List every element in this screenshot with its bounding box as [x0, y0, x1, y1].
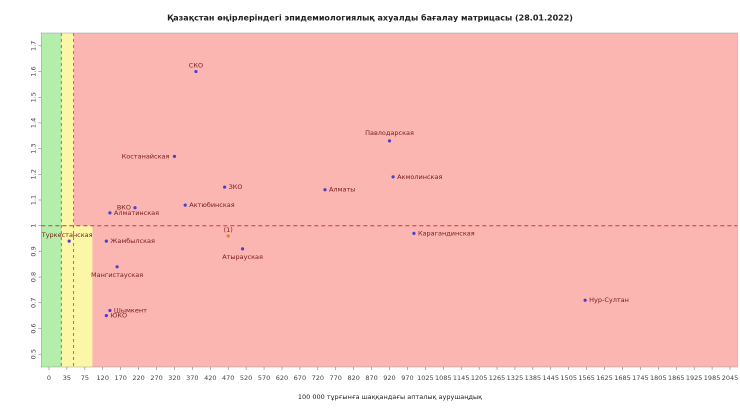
x-tick-label: 170 — [114, 374, 126, 382]
x-tick-label: 1685 — [614, 374, 631, 382]
x-tick-label: 1325 — [507, 374, 524, 382]
point-label: ЮКО — [110, 312, 127, 320]
point — [194, 69, 198, 74]
x-tick-label: 470 — [222, 374, 234, 382]
point-label: Акмолинская — [397, 173, 442, 181]
x-tick-label: 1205 — [471, 374, 488, 382]
point — [391, 175, 395, 179]
point — [108, 211, 112, 215]
x-tick-label: 1085 — [435, 374, 452, 382]
y-tick-label: 1 — [29, 224, 37, 228]
point — [226, 234, 230, 238]
x-tick-label: 1445 — [543, 374, 560, 382]
x-tick-label: 720 — [312, 374, 324, 382]
point-label: Костанайская — [122, 152, 170, 160]
point — [172, 154, 177, 158]
point-label: ЗКО — [229, 183, 243, 191]
point — [387, 139, 392, 143]
y-tick-label: 0.5 — [29, 349, 37, 359]
x-tick-label: 1865 — [668, 374, 685, 382]
x-tick-label: 2045 — [722, 374, 739, 382]
y-tick-label: 0.8 — [29, 272, 37, 282]
point-label: СКО — [189, 62, 203, 70]
point-label: Актюбинская — [189, 201, 235, 209]
x-tick-label: 1745 — [632, 374, 649, 382]
point-label: ВКО — [117, 204, 131, 212]
x-tick-label: 1145 — [453, 374, 470, 382]
point — [223, 185, 227, 189]
x-tick-label: 370 — [186, 374, 198, 382]
x-tick-label: 420 — [204, 374, 216, 382]
y-tick-label: 0.7 — [29, 298, 37, 308]
point-label: Мангистауская — [91, 271, 143, 279]
x-tick-label: 1625 — [596, 374, 613, 382]
x-tick-label: 220 — [132, 374, 144, 382]
x-tick-label: 1925 — [686, 374, 703, 382]
chart-title: Қазақстан өңірлеріндегі эпидемиологиялық… — [167, 13, 573, 23]
x-tick-label: 570 — [258, 374, 270, 382]
x-tick-label: 1565 — [578, 374, 595, 382]
x-tick-label: 920 — [383, 374, 395, 382]
point-label: Жамбылская — [110, 237, 155, 245]
point — [108, 308, 112, 313]
x-tick-label: 75 — [81, 374, 89, 382]
x-tick-label: 1505 — [560, 374, 577, 382]
x-tick-label: 1385 — [525, 374, 542, 382]
yellow-region-lower — [61, 225, 93, 367]
point — [133, 206, 137, 210]
x-tick-label: 320 — [168, 374, 180, 382]
point-label: Карагандинская — [418, 229, 475, 237]
x-tick-label: 520 — [240, 374, 252, 382]
x-tick-label: 0 — [47, 374, 51, 382]
x-tick-label: 620 — [276, 374, 288, 382]
point — [104, 314, 108, 318]
x-tick-label: 670 — [294, 374, 306, 382]
point-label: Туркестанская — [41, 231, 93, 239]
x-tick-label: 1985 — [704, 374, 721, 382]
y-tick-label: 0.6 — [29, 323, 37, 333]
x-tick-label: 120 — [97, 374, 109, 382]
point-label: Нур-Султан — [589, 296, 629, 304]
y-tick-label: 1.6 — [29, 66, 37, 76]
y-tick-label: 1.2 — [29, 169, 37, 179]
point — [240, 247, 245, 251]
point — [323, 188, 327, 192]
x-axis-label: 100 000 тұрғынға шаққандағы апталық ауру… — [298, 393, 482, 401]
x-tick-label: 35 — [63, 374, 71, 382]
x-tick-label: 270 — [150, 374, 162, 382]
point-label: Атырауская — [222, 253, 263, 261]
point-label: Алматинская — [114, 209, 159, 217]
x-tick-label: 1805 — [650, 374, 667, 382]
x-tick-label: 770 — [330, 374, 342, 382]
y-tick-label: 1.3 — [29, 143, 37, 153]
green-region — [41, 33, 62, 367]
point — [583, 298, 587, 302]
x-tick-label: 870 — [365, 374, 377, 382]
point — [412, 231, 416, 235]
point-label: Шымкент — [114, 306, 147, 314]
y-tick-label: 1.1 — [29, 195, 37, 205]
red-region — [41, 33, 738, 367]
x-tick-label: 1025 — [417, 374, 434, 382]
y-tick-label: 0.9 — [29, 246, 37, 256]
x-tick-label: 970 — [401, 374, 413, 382]
point — [115, 265, 119, 269]
yellow-region-upper — [61, 33, 74, 226]
x-tick-label: 1265 — [489, 374, 506, 382]
y-tick-label: 1.7 — [29, 41, 37, 51]
point — [183, 203, 187, 207]
point — [67, 239, 71, 243]
x-tick-label: 820 — [347, 374, 359, 382]
point-label: Алматы — [329, 186, 355, 194]
point — [104, 239, 108, 243]
y-tick-label: 1.4 — [29, 118, 37, 128]
point-label: (1) — [224, 226, 233, 234]
y-tick-label: 1.5 — [29, 92, 37, 102]
point-label: Павлодарская — [365, 129, 414, 137]
